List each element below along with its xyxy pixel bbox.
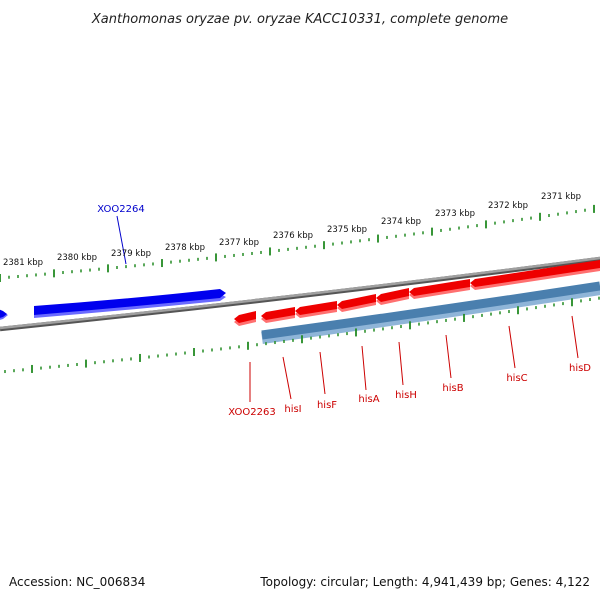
label-leader-line [508, 325, 516, 369]
label-leader-line [282, 356, 292, 400]
backbone-line [0, 256, 600, 330]
label-leader-line [445, 334, 452, 379]
label-leader-line [398, 341, 404, 386]
ruler-inner [4, 296, 600, 374]
ruler-label: 2379 kbp [111, 249, 151, 259]
map-title: Xanthomonas oryzae pv. oryzae KACC10331,… [91, 12, 508, 27]
accession-text: Accession: NC_006834 [9, 575, 146, 589]
label-leader-line [571, 315, 579, 359]
reverse-gene-arrow[interactable] [337, 294, 376, 309]
operon-bar [261, 281, 600, 340]
reverse-gene-arrow[interactable] [234, 311, 256, 323]
ruler-label: 2372 kbp [488, 201, 528, 211]
reverse-gene-arrow[interactable] [295, 301, 337, 315]
gene-label-hisc[interactable]: hisC [506, 373, 527, 384]
reverse-gene-arrow[interactable] [376, 288, 409, 302]
reverse-gene-arrow[interactable] [261, 307, 295, 320]
gene-label-xoo2263[interactable]: XOO2263 [228, 407, 275, 418]
reverse-gene-track [234, 260, 600, 326]
ruler-label: 2380 kbp [57, 253, 97, 263]
ruler-label: 2381 kbp [3, 258, 43, 268]
forward-gene-track [0, 289, 226, 320]
ruler-label: 2376 kbp [273, 231, 313, 241]
genome-backbone [0, 256, 600, 332]
operon-feature[interactable] [261, 281, 600, 344]
genome-summary-text: Topology: circular; Length: 4,941,439 bp… [260, 575, 590, 589]
label-leader-line [319, 351, 326, 395]
gene-label-xoo2264[interactable]: XOO2264 [97, 204, 144, 215]
gene-label-hisf[interactable]: hisF [317, 400, 337, 411]
ruler-label: 2371 kbp [541, 192, 581, 202]
ruler-label: 2377 kbp [219, 238, 259, 248]
label-leaders [116, 215, 579, 402]
reverse-gene-arrow[interactable] [470, 260, 600, 287]
gene-label-hisa[interactable]: hisA [358, 394, 379, 405]
label-leader-line [361, 345, 367, 391]
gene-label-hish[interactable]: hisH [395, 390, 417, 401]
ruler-label: 2375 kbp [327, 225, 367, 235]
ruler-outer [0, 204, 595, 282]
gene-labels: XOO2264 XOO2263 hisI hisF hisA hisH hisB… [97, 204, 591, 418]
reverse-gene-arrow[interactable] [409, 279, 470, 296]
ruler-labels: 2381 kbp 2380 kbp 2379 kbp 2378 kbp 2377… [3, 192, 581, 268]
ruler-label: 2374 kbp [381, 217, 421, 227]
forward-gene-arrow[interactable] [0, 308, 7, 319]
gene-label-hisd[interactable]: hisD [569, 363, 591, 374]
ruler-label: 2373 kbp [435, 209, 475, 219]
ruler-label: 2378 kbp [165, 243, 205, 253]
gene-label-hisb[interactable]: hisB [442, 383, 463, 394]
forward-gene-arrow[interactable] [34, 289, 226, 315]
gene-label-hisi[interactable]: hisI [284, 404, 301, 415]
label-leader-line [116, 215, 127, 265]
